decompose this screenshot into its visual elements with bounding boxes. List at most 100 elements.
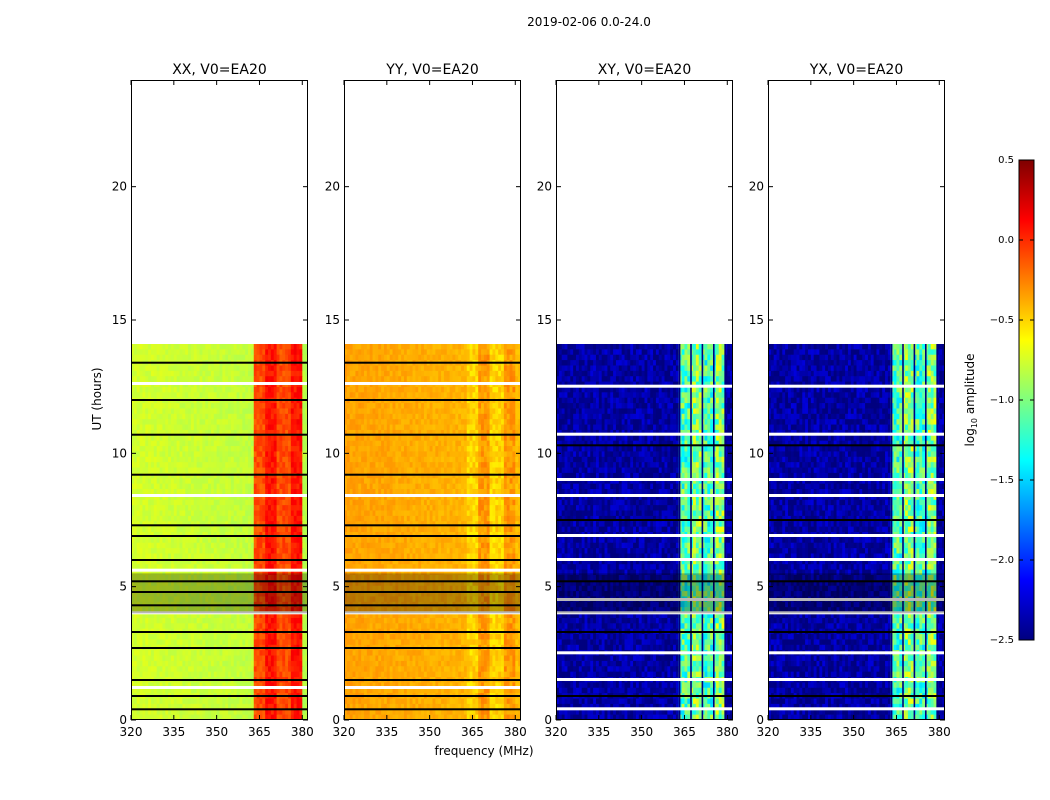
heatmap-cell: [196, 408, 201, 415]
heatmap-cell: [242, 655, 246, 662]
heatmap-cell: [236, 521, 241, 528]
heatmap-cell: [268, 386, 272, 393]
heatmap-cell: [239, 548, 243, 555]
heatmap-cell: [259, 510, 263, 517]
heatmap-cell: [248, 440, 252, 447]
heatmap-cell: [375, 376, 379, 383]
heatmap-cell: [233, 446, 238, 453]
heatmap-cell: [305, 354, 308, 361]
heatmap-cell: [228, 639, 232, 646]
heatmap-cell: [188, 553, 192, 560]
heatmap-cell: [219, 558, 223, 565]
heatmap-cell: [150, 542, 155, 549]
heatmap-cell: [222, 386, 226, 393]
heatmap-cell: [233, 709, 238, 716]
heatmap-cell: [349, 365, 354, 372]
heatmap-cell: [279, 709, 283, 716]
heatmap-cell: [153, 451, 158, 458]
heatmap-cell: [228, 698, 232, 705]
heatmap-cell: [259, 634, 263, 641]
heatmap-cell: [190, 494, 195, 501]
heatmap-cell: [170, 682, 175, 689]
heatmap-cell: [168, 580, 172, 587]
heatmap-cell: [142, 596, 146, 603]
heatmap-cell: [475, 365, 479, 372]
heatmap-cell: [296, 483, 301, 490]
heatmap-cell: [296, 558, 301, 565]
heatmap-cell: [406, 344, 411, 350]
heatmap-cell: [259, 558, 263, 565]
heatmap-cell: [276, 392, 281, 399]
heatmap-cell: [506, 370, 511, 377]
heatmap-cell: [515, 386, 519, 393]
heatmap-cell: [230, 424, 235, 431]
heatmap-cell: [205, 617, 209, 624]
heatmap-cell: [233, 403, 238, 410]
heatmap-cell: [475, 376, 479, 383]
heatmap-cell: [222, 435, 226, 442]
heatmap-cell: [423, 344, 428, 350]
heatmap-cell: [248, 462, 252, 469]
heatmap-cell: [265, 617, 269, 624]
flagged-row: [131, 580, 308, 583]
heatmap-cell: [358, 344, 362, 350]
heatmap-cell: [156, 617, 161, 624]
heatmap-cell: [150, 548, 155, 555]
heatmap-cell: [492, 365, 496, 372]
heatmap-cell: [265, 666, 269, 673]
heatmap-cell: [136, 612, 141, 619]
heatmap-cell: [236, 596, 241, 603]
heatmap-cell: [250, 596, 255, 603]
flagged-row: [131, 591, 308, 593]
heatmap-cell: [213, 349, 218, 356]
heatmap-cell: [202, 617, 206, 624]
heatmap-cell: [279, 451, 283, 458]
heatmap-cell: [168, 537, 172, 544]
heatmap-cell: [182, 456, 186, 463]
heatmap-cell: [185, 574, 189, 581]
heatmap-cell: [236, 655, 241, 662]
heatmap-cell: [270, 386, 275, 393]
heatmap-cell: [133, 671, 138, 678]
heatmap-cell: [225, 553, 229, 560]
heatmap-cell: [193, 510, 198, 517]
heatmap-cell: [142, 639, 146, 646]
heatmap-cell: [199, 429, 203, 436]
heatmap-cell: [401, 349, 405, 356]
heatmap-cell: [248, 703, 252, 710]
heatmap-cell: [262, 472, 266, 479]
heatmap-cell: [216, 499, 221, 506]
heatmap-cell: [305, 456, 308, 463]
heatmap-cell: [305, 440, 308, 447]
heatmap-cell: [202, 666, 206, 673]
heatmap-cell: [176, 467, 181, 474]
heatmap-cell: [188, 446, 192, 453]
heatmap-cell: [170, 494, 175, 501]
heatmap-cell: [230, 553, 235, 560]
heatmap-cell: [222, 650, 226, 657]
heatmap-cell: [170, 386, 175, 393]
heatmap-cell: [159, 558, 163, 565]
heatmap-cell: [290, 569, 295, 576]
heatmap-cell: [429, 344, 434, 350]
heatmap-cell: [268, 408, 272, 415]
heatmap-cell: [228, 537, 232, 544]
heatmap-cell: [302, 472, 306, 479]
heatmap-cell: [432, 386, 436, 393]
heatmap-cell: [202, 440, 206, 447]
heatmap-cell: [156, 499, 161, 506]
heatmap-cell: [139, 682, 144, 689]
heatmap-cell: [168, 446, 172, 453]
heatmap-cell: [188, 634, 192, 641]
heatmap-cell: [282, 467, 286, 474]
heatmap-cell: [383, 386, 388, 393]
heatmap-cell: [361, 354, 365, 361]
heatmap-cell: [276, 403, 281, 410]
heatmap-cell: [139, 569, 144, 576]
heatmap-cell: [285, 456, 289, 463]
heatmap-cell: [176, 617, 181, 624]
heatmap-cell: [250, 650, 255, 657]
heatmap-cell: [131, 467, 135, 474]
heatmap-cell: [239, 682, 243, 689]
heatmap-cell: [202, 354, 206, 361]
